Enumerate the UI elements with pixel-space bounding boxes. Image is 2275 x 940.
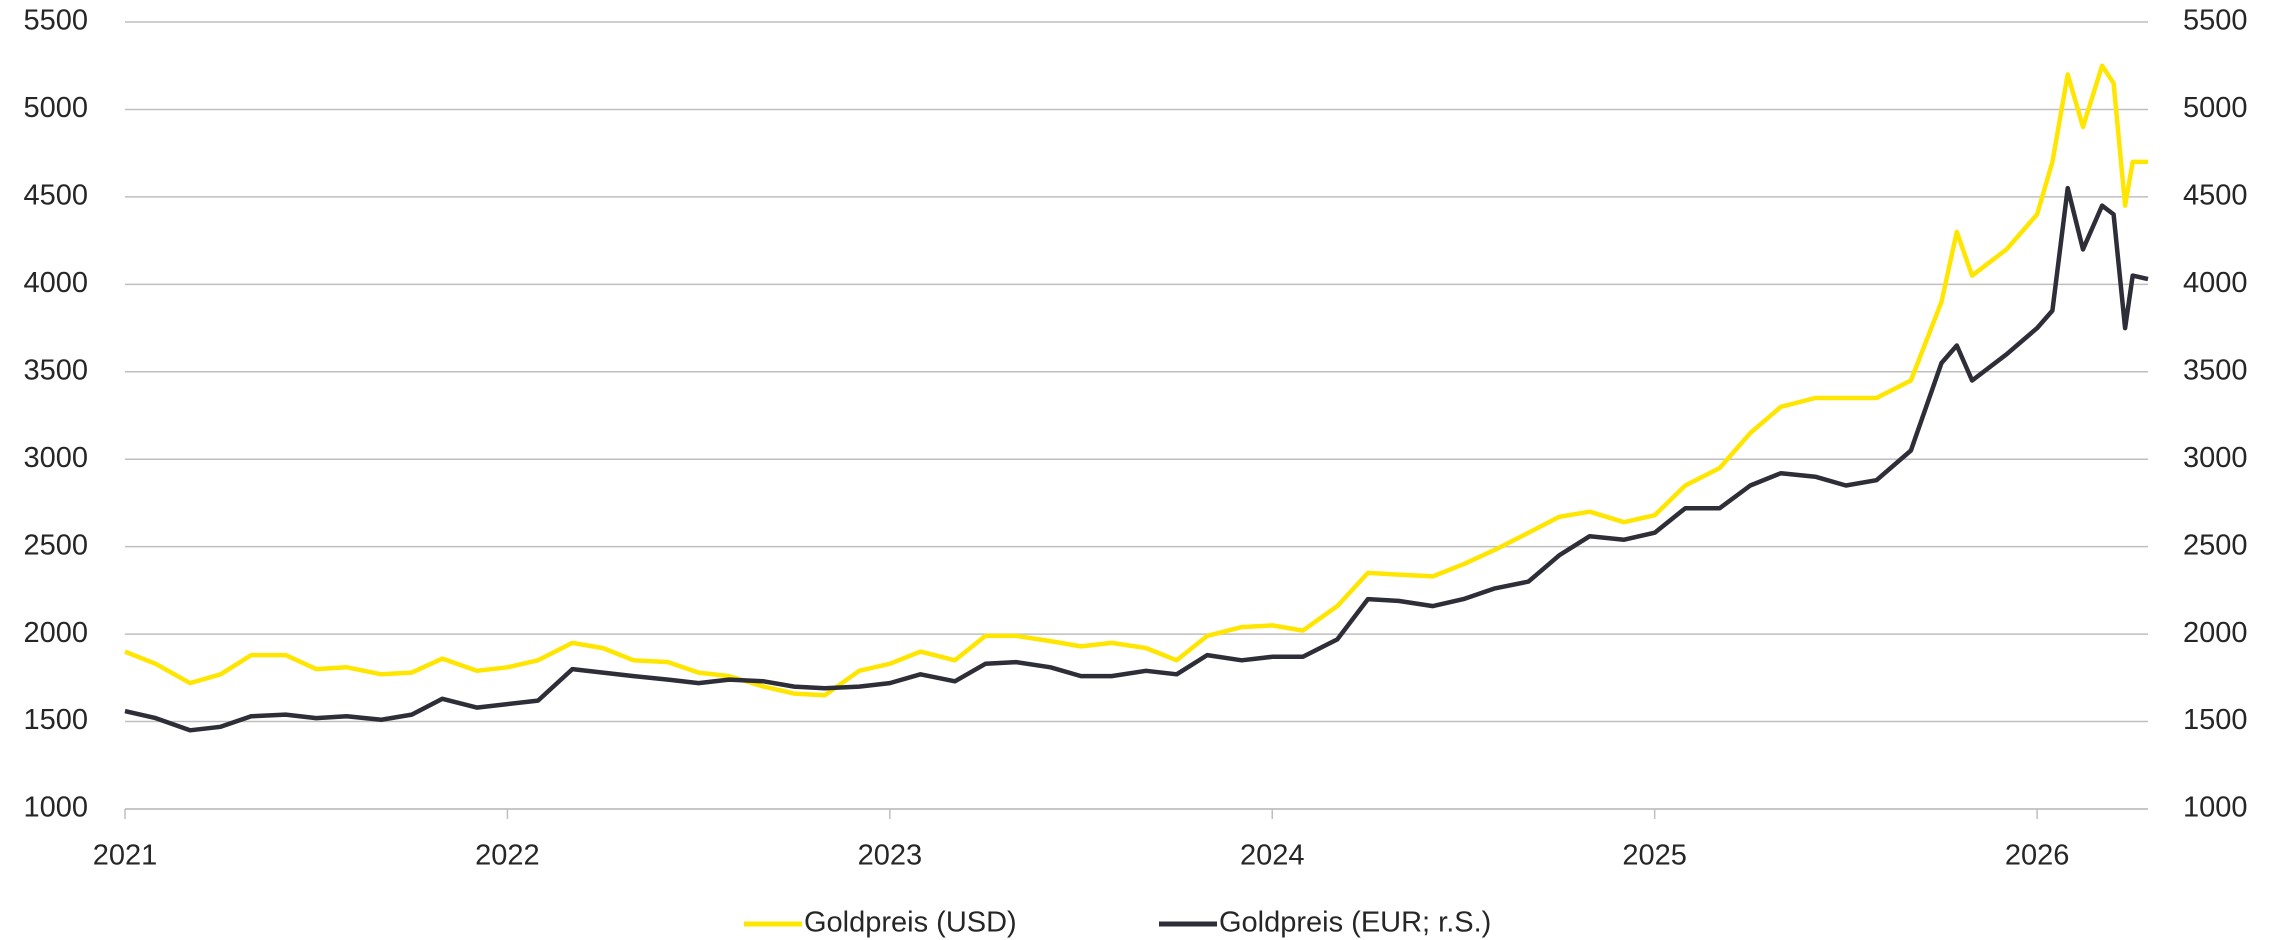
y2-tick-label: 3000: [2183, 442, 2248, 474]
y-tick-label: 3000: [23, 442, 88, 474]
x-tick-label: 2022: [475, 840, 540, 872]
y2-tick-label: 3500: [2183, 354, 2248, 386]
y2-tick-label: 1500: [2183, 704, 2248, 736]
y-tick-label: 2000: [23, 617, 88, 649]
y2-tick-label: 4000: [2183, 267, 2248, 299]
y-tick-label: 5500: [23, 5, 88, 37]
y2-tick-label: 5500: [2183, 5, 2248, 37]
y-tick-label: 4500: [23, 180, 88, 212]
x-tick-label: 2024: [1240, 840, 1305, 872]
y-tick-label: 5000: [23, 92, 88, 124]
x-tick-label: 2025: [1622, 840, 1687, 872]
legend-label: Goldpreis (USD): [804, 907, 1017, 939]
y2-tick-label: 2500: [2183, 529, 2248, 561]
y2-tick-label: 4500: [2183, 180, 2248, 212]
series-line: [124, 185, 2149, 733]
y-tick-label: 4000: [23, 267, 88, 299]
x-tick-label: 2026: [2005, 840, 2070, 872]
x-tick-label: 2023: [858, 840, 923, 872]
y-tick-label: 3500: [23, 354, 88, 386]
y2-tick-label: 1000: [2183, 792, 2248, 824]
y2-tick-label: 5000: [2183, 92, 2248, 124]
y-tick-label: 1500: [23, 704, 88, 736]
series-line: [124, 63, 2148, 698]
y2-tick-label: 2000: [2183, 617, 2248, 649]
y-tick-label: 2500: [23, 529, 88, 561]
legend-label: Goldpreis (EUR; r.S.): [1219, 907, 1491, 939]
x-tick-label: 2021: [93, 840, 158, 872]
y-tick-label: 1000: [23, 792, 88, 824]
